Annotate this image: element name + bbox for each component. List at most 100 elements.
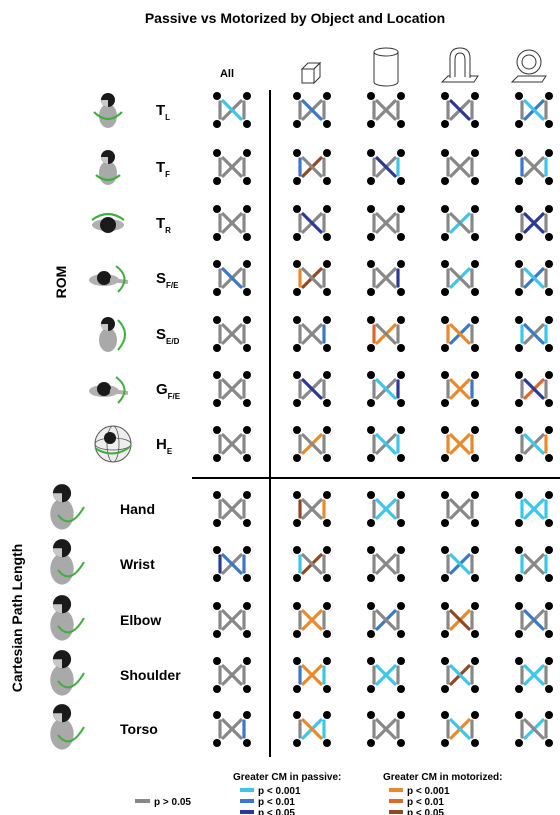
comparison-cell — [367, 316, 405, 352]
comparison-edge — [221, 378, 243, 400]
comparison-cell — [515, 149, 553, 185]
comparison-edge — [449, 156, 471, 178]
comparison-edge — [523, 99, 545, 121]
condition-node — [397, 454, 405, 462]
comparison-edge — [375, 267, 397, 289]
condition-node — [367, 426, 375, 434]
comparison-edge — [301, 553, 323, 575]
condition-node — [213, 205, 221, 213]
condition-node — [293, 288, 301, 296]
condition-node — [243, 491, 251, 499]
condition-node — [213, 344, 221, 352]
condition-node — [515, 120, 523, 128]
condition-node — [397, 149, 405, 157]
condition-node — [367, 399, 375, 407]
rom-row-label-main: G — [156, 381, 168, 398]
condition-node — [293, 685, 301, 693]
condition-node — [515, 711, 523, 719]
condition-node — [515, 149, 523, 157]
comparison-edge — [523, 664, 545, 686]
condition-node — [441, 685, 449, 693]
comparison-cell — [515, 316, 553, 352]
legend-motorized-level-label: p < 0.01 — [407, 797, 444, 808]
condition-node — [323, 519, 331, 527]
condition-node — [293, 630, 301, 638]
condition-node — [441, 739, 449, 747]
condition-node — [367, 260, 375, 268]
cpl-row-label-shoulder: Shoulder — [120, 667, 181, 683]
condition-node — [213, 177, 221, 185]
condition-node — [243, 574, 251, 582]
rom-row-label-main: S — [156, 326, 166, 343]
condition-node — [397, 546, 405, 554]
condition-node — [545, 260, 553, 268]
torso-flexion-icon — [95, 150, 121, 185]
condition-node — [323, 454, 331, 462]
condition-node — [515, 260, 523, 268]
condition-node — [213, 233, 221, 241]
condition-node — [213, 426, 221, 434]
condition-node — [293, 399, 301, 407]
condition-node — [213, 120, 221, 128]
condition-node — [243, 233, 251, 241]
condition-node — [293, 120, 301, 128]
comparison-edge — [221, 718, 243, 740]
comparison-edge — [301, 323, 323, 345]
comparison-edge — [375, 498, 397, 520]
comparison-cell — [293, 205, 331, 241]
condition-node — [441, 454, 449, 462]
cpl-row-label-wrist: Wrist — [120, 556, 155, 572]
condition-node — [323, 92, 331, 100]
condition-node — [515, 657, 523, 665]
condition-node — [397, 657, 405, 665]
comparison-edge — [523, 553, 545, 575]
condition-node — [471, 711, 479, 719]
condition-node — [545, 92, 553, 100]
rom-row-label-sub: E — [167, 447, 173, 456]
rom-row-label-main: T — [156, 159, 165, 176]
condition-node — [323, 602, 331, 610]
condition-node — [213, 92, 221, 100]
comparison-cell — [293, 711, 331, 747]
condition-node — [545, 205, 553, 213]
comparison-edge — [221, 553, 243, 575]
shoulder-flexion-extension-icon — [89, 265, 129, 293]
condition-node — [471, 491, 479, 499]
condition-node — [397, 233, 405, 241]
condition-node — [515, 177, 523, 185]
condition-node — [441, 233, 449, 241]
rom-row-label-sub: F/E — [166, 281, 179, 290]
condition-node — [471, 288, 479, 296]
comparison-edge — [221, 433, 243, 455]
condition-node — [471, 120, 479, 128]
condition-node — [213, 685, 221, 693]
comparison-edge — [221, 99, 243, 121]
condition-node — [243, 426, 251, 434]
condition-node — [367, 630, 375, 638]
comparison-edge — [523, 498, 545, 520]
comparison-cell — [515, 657, 553, 693]
row-labels-and-icons: TLTFTRSF/ESE/DGF/EHEHandWristElbowShould… — [50, 93, 181, 750]
comparison-cell — [367, 92, 405, 128]
condition-node — [441, 260, 449, 268]
condition-node — [515, 205, 523, 213]
comparison-cell — [293, 371, 331, 407]
condition-node — [323, 120, 331, 128]
condition-node — [323, 371, 331, 379]
condition-node — [545, 602, 553, 610]
condition-node — [243, 92, 251, 100]
comparison-cell — [293, 546, 331, 582]
rom-row-label: HE — [156, 436, 173, 456]
comparison-edge — [301, 212, 323, 234]
condition-node — [441, 344, 449, 352]
condition-node — [397, 399, 405, 407]
comparison-cell — [293, 92, 331, 128]
condition-node — [545, 120, 553, 128]
condition-node — [441, 630, 449, 638]
comparison-edge — [301, 156, 323, 178]
condition-node — [441, 657, 449, 665]
condition-node — [367, 574, 375, 582]
condition-node — [471, 399, 479, 407]
condition-node — [323, 426, 331, 434]
